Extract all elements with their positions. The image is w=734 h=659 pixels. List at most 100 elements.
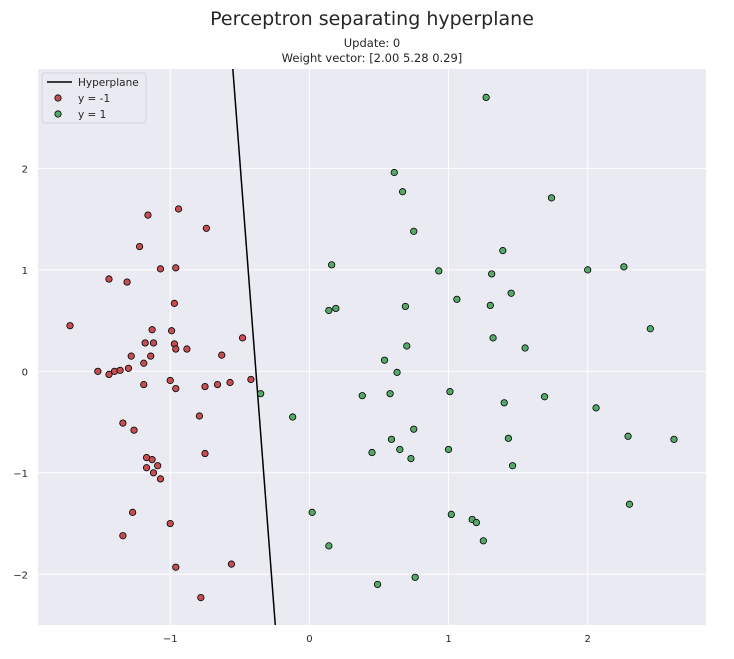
class-neg-point bbox=[226, 378, 234, 387]
chart-subtitle-update: Update: 0 bbox=[344, 36, 401, 50]
class-neg-point bbox=[172, 345, 180, 353]
y-tick-label: 2 bbox=[22, 164, 28, 175]
legend-class-pos-swatch bbox=[54, 110, 62, 118]
class-neg-point bbox=[218, 351, 226, 359]
class-neg-point bbox=[124, 364, 133, 372]
y-tick-label: −2 bbox=[13, 570, 28, 581]
legend-label-hyperplane: Hyperplane bbox=[78, 77, 139, 89]
class-pos-point bbox=[325, 306, 333, 315]
class-neg-point bbox=[172, 384, 180, 393]
class-neg-point bbox=[201, 449, 209, 458]
class-neg-point bbox=[135, 242, 144, 251]
class-pos-point bbox=[540, 393, 549, 401]
class-pos-point bbox=[410, 227, 418, 235]
class-neg-point bbox=[127, 352, 135, 360]
class-neg-point bbox=[197, 594, 205, 602]
class-pos-point bbox=[373, 580, 382, 589]
class-neg-point bbox=[227, 560, 236, 568]
class-pos-point bbox=[444, 445, 453, 454]
legend-label-class-neg: y = -1 bbox=[78, 93, 110, 105]
class-neg-point bbox=[149, 339, 158, 347]
class-pos-point bbox=[332, 304, 340, 313]
class-neg-point bbox=[213, 380, 222, 389]
class-pos-point bbox=[435, 267, 443, 275]
class-neg-point bbox=[116, 366, 124, 374]
legend-label-class-pos: y = 1 bbox=[78, 109, 106, 121]
class-pos-point bbox=[401, 302, 409, 311]
class-neg-point bbox=[174, 205, 183, 213]
class-pos-point bbox=[547, 194, 556, 202]
class-neg-point bbox=[105, 370, 113, 378]
class-pos-point bbox=[670, 435, 678, 443]
class-pos-point bbox=[479, 537, 487, 545]
class-neg-point bbox=[201, 382, 209, 391]
class-pos-point bbox=[308, 508, 316, 516]
class-pos-point bbox=[507, 289, 515, 297]
class-neg-point bbox=[166, 519, 174, 528]
plot-area bbox=[38, 69, 706, 625]
x-tick-label: 1 bbox=[445, 634, 451, 645]
class-pos-point bbox=[508, 462, 517, 470]
x-tick-labels: −1 0 1 2 bbox=[163, 634, 591, 645]
y-tick-label: −1 bbox=[13, 469, 28, 480]
class-neg-point bbox=[140, 359, 148, 367]
class-pos-point bbox=[387, 435, 396, 443]
class-neg-point bbox=[130, 426, 138, 434]
class-neg-point bbox=[105, 275, 113, 283]
class-neg-point bbox=[142, 464, 151, 472]
class-pos-point bbox=[411, 573, 419, 581]
class-neg-point bbox=[148, 456, 156, 464]
class-pos-point bbox=[325, 542, 333, 550]
class-pos-point bbox=[486, 301, 494, 310]
class-pos-point bbox=[447, 510, 455, 519]
class-pos-point bbox=[386, 390, 394, 398]
class-neg-point bbox=[94, 367, 102, 375]
class-neg-point bbox=[156, 265, 165, 273]
class-pos-point bbox=[396, 445, 404, 454]
hyperplane-line bbox=[232, 69, 277, 625]
class-neg-point bbox=[148, 326, 156, 334]
class-neg-point bbox=[172, 264, 180, 272]
class-pos-point bbox=[407, 455, 415, 463]
class-pos-point bbox=[504, 434, 512, 442]
legend: Hyperplane y = -1 y = 1 bbox=[41, 72, 147, 124]
class-pos-point bbox=[289, 413, 297, 421]
class-pos-point bbox=[380, 356, 389, 364]
class-neg-point bbox=[119, 419, 127, 427]
class-pos-point bbox=[393, 368, 401, 376]
class-neg-point bbox=[149, 469, 158, 477]
chart-title: Perceptron separating hyperplane bbox=[210, 8, 534, 30]
class-neg-point bbox=[66, 322, 74, 330]
class-pos-point bbox=[625, 500, 634, 508]
class-pos-point bbox=[499, 247, 507, 255]
class-neg-point bbox=[202, 224, 210, 232]
class-pos-point bbox=[500, 399, 508, 407]
class-neg-point bbox=[140, 380, 148, 389]
y-tick-labels: −2 −1 0 1 2 bbox=[13, 164, 28, 581]
class-neg-point bbox=[144, 211, 152, 219]
points-layer bbox=[66, 93, 678, 602]
class-pos-point bbox=[489, 334, 497, 342]
x-tick-label: 0 bbox=[306, 634, 312, 645]
class-pos-point bbox=[453, 295, 461, 303]
class-pos-point bbox=[488, 270, 496, 278]
class-pos-point bbox=[624, 432, 632, 440]
class-pos-point bbox=[472, 518, 480, 527]
class-neg-point bbox=[247, 375, 255, 384]
x-gridlines bbox=[169, 69, 589, 625]
class-pos-point bbox=[399, 188, 407, 196]
chart-subtitle-weights: Weight vector: [2.00 5.28 0.29] bbox=[282, 51, 463, 65]
class-neg-point bbox=[166, 376, 174, 385]
legend-box bbox=[41, 72, 147, 124]
x-tick-label: 2 bbox=[585, 634, 591, 645]
y-tick-label: 0 bbox=[22, 367, 28, 378]
class-neg-point bbox=[238, 334, 247, 342]
class-pos-point bbox=[390, 168, 398, 177]
class-pos-point bbox=[446, 388, 454, 396]
class-pos-point bbox=[584, 266, 592, 274]
class-neg-point bbox=[156, 475, 165, 483]
class-neg-point bbox=[170, 299, 178, 307]
class-pos-point bbox=[410, 425, 418, 433]
class-pos-point bbox=[592, 404, 600, 412]
